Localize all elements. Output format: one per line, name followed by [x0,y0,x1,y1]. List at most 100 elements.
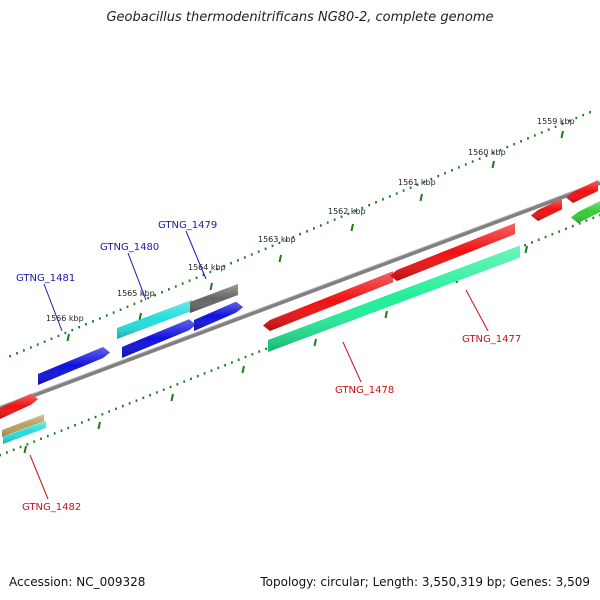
inner-tick-dot [244,355,247,359]
gtng-1481-feature[interactable] [38,347,110,385]
outer-tick-dot [375,201,377,204]
outer-tick-dot [98,317,101,320]
inner-tick-dot [81,421,83,424]
inner-tick-dot [169,385,172,389]
gtng-1479-feature-shading [190,284,238,313]
outer-tick-dot [29,346,32,349]
major-tick [241,365,245,374]
outer-tick-dot [589,111,591,114]
inner-tick-dot [156,391,158,394]
inner-tick-dot [203,372,206,375]
outer-tick-dot [57,334,60,338]
outer-tick-dot [278,241,281,245]
red-right-feature[interactable] [531,198,562,221]
outer-tick-dot [299,233,301,236]
gtng-1477-leader [465,289,489,332]
outer-tick-dot [230,262,232,265]
inner-tick-dot [33,440,36,443]
tan-gene-feature[interactable] [2,414,44,437]
outer-tick-dot [105,314,108,317]
major-tick [97,421,101,430]
inner-tick-dot [196,374,199,378]
outer-tick-dot [202,273,205,277]
gtng-1477-feature-shading [390,223,515,281]
outer-tick-dot [292,235,295,239]
outer-tick-dot [354,209,357,213]
outer-tick-dot [43,340,46,343]
outer-tick-dot [416,183,419,187]
outer-tick-dot [430,177,433,181]
cyan-left-feature[interactable] [3,420,46,444]
gtng-1480-feature[interactable] [117,299,192,339]
outer-tick-dot [547,128,550,131]
outer-tick-dot [154,294,156,297]
major-tick [209,282,213,291]
red-edge-feature[interactable] [566,180,598,203]
major-tick [66,333,70,342]
gtng-1479-feature[interactable] [190,284,238,313]
major-tick [23,445,27,454]
outer-tick-dot [540,131,543,134]
tick-label: 1566 kbp [46,314,84,323]
gtng-1481-label[interactable]: GTNG_1481 [16,273,75,284]
inner-tick-dot [46,434,49,438]
gtng-1479-label[interactable]: GTNG_1479 [158,220,217,231]
outer-tick-dot [174,285,177,288]
gtng-1482-label[interactable]: GTNG_1482 [22,502,81,513]
gtng-1481-feature-shading [38,347,110,385]
outer-tick-dot [168,288,170,291]
gtng-1477-label[interactable]: GTNG_1477 [462,334,521,345]
gtng-1478-label[interactable]: GTNG_1478 [335,385,394,396]
outer-tick-dot [243,256,246,259]
outer-tick-dot [9,355,11,358]
inner-tick-dot [149,394,151,397]
inner-tick-dot [108,410,111,413]
outer-tick-dot [257,250,260,253]
tick-label: 1563 kbp [258,235,296,244]
inner-tick-dot [0,454,1,457]
inner-tick-dot [121,404,124,408]
green-edge-feature-shading [571,201,600,223]
outer-tick-dot [395,192,398,195]
backbone-line [0,181,600,410]
outer-tick-dot [485,154,488,157]
blue-small-feature[interactable] [194,301,243,331]
gtng-1480-label[interactable]: GTNG_1480 [100,242,159,253]
inner-tick-dot [524,244,526,247]
inner-tick-dot [585,219,588,222]
outer-tick-dot [568,119,571,123]
inner-tick-dot [571,224,574,228]
blue-gene-feature[interactable] [122,319,196,358]
gtng-1482-feature[interactable] [0,393,38,419]
outer-tick-dot [582,113,585,117]
inner-tick-dot [128,402,131,405]
inner-tick-dot [74,424,76,427]
gtng-1480-feature-shading [117,299,192,339]
outer-tick-dot [223,264,226,268]
outer-tick-dot [71,328,74,332]
tick-label: 1564 kbp [188,263,226,272]
outer-tick-dot [423,180,426,184]
red-gene-feature[interactable] [263,271,393,331]
tick-label: 1559 kbp [537,117,575,126]
green-edge-feature[interactable] [571,201,600,223]
tick-label: 1565 kbp [117,289,155,298]
gtng-1478-feature[interactable] [268,245,520,353]
outer-tick-dot [92,320,94,323]
outer-tick-dot [140,299,143,303]
gtng-1479-leader [185,230,207,280]
outer-tick-dot [216,267,219,271]
backbone-highlight [0,180,600,407]
outer-tick-dot [382,198,384,201]
outer-tick-dot [319,224,322,227]
major-tick [313,338,317,347]
blue-small-feature-shading [194,301,243,331]
gtng-1477-feature[interactable] [390,223,515,281]
inner-tick-dot [176,383,179,386]
outer-tick-dot [478,157,481,160]
outer-tick-dot [499,148,502,152]
inner-tick-dot [6,451,8,454]
outer-tick-dot [23,349,25,352]
outer-tick-dot [126,305,129,309]
